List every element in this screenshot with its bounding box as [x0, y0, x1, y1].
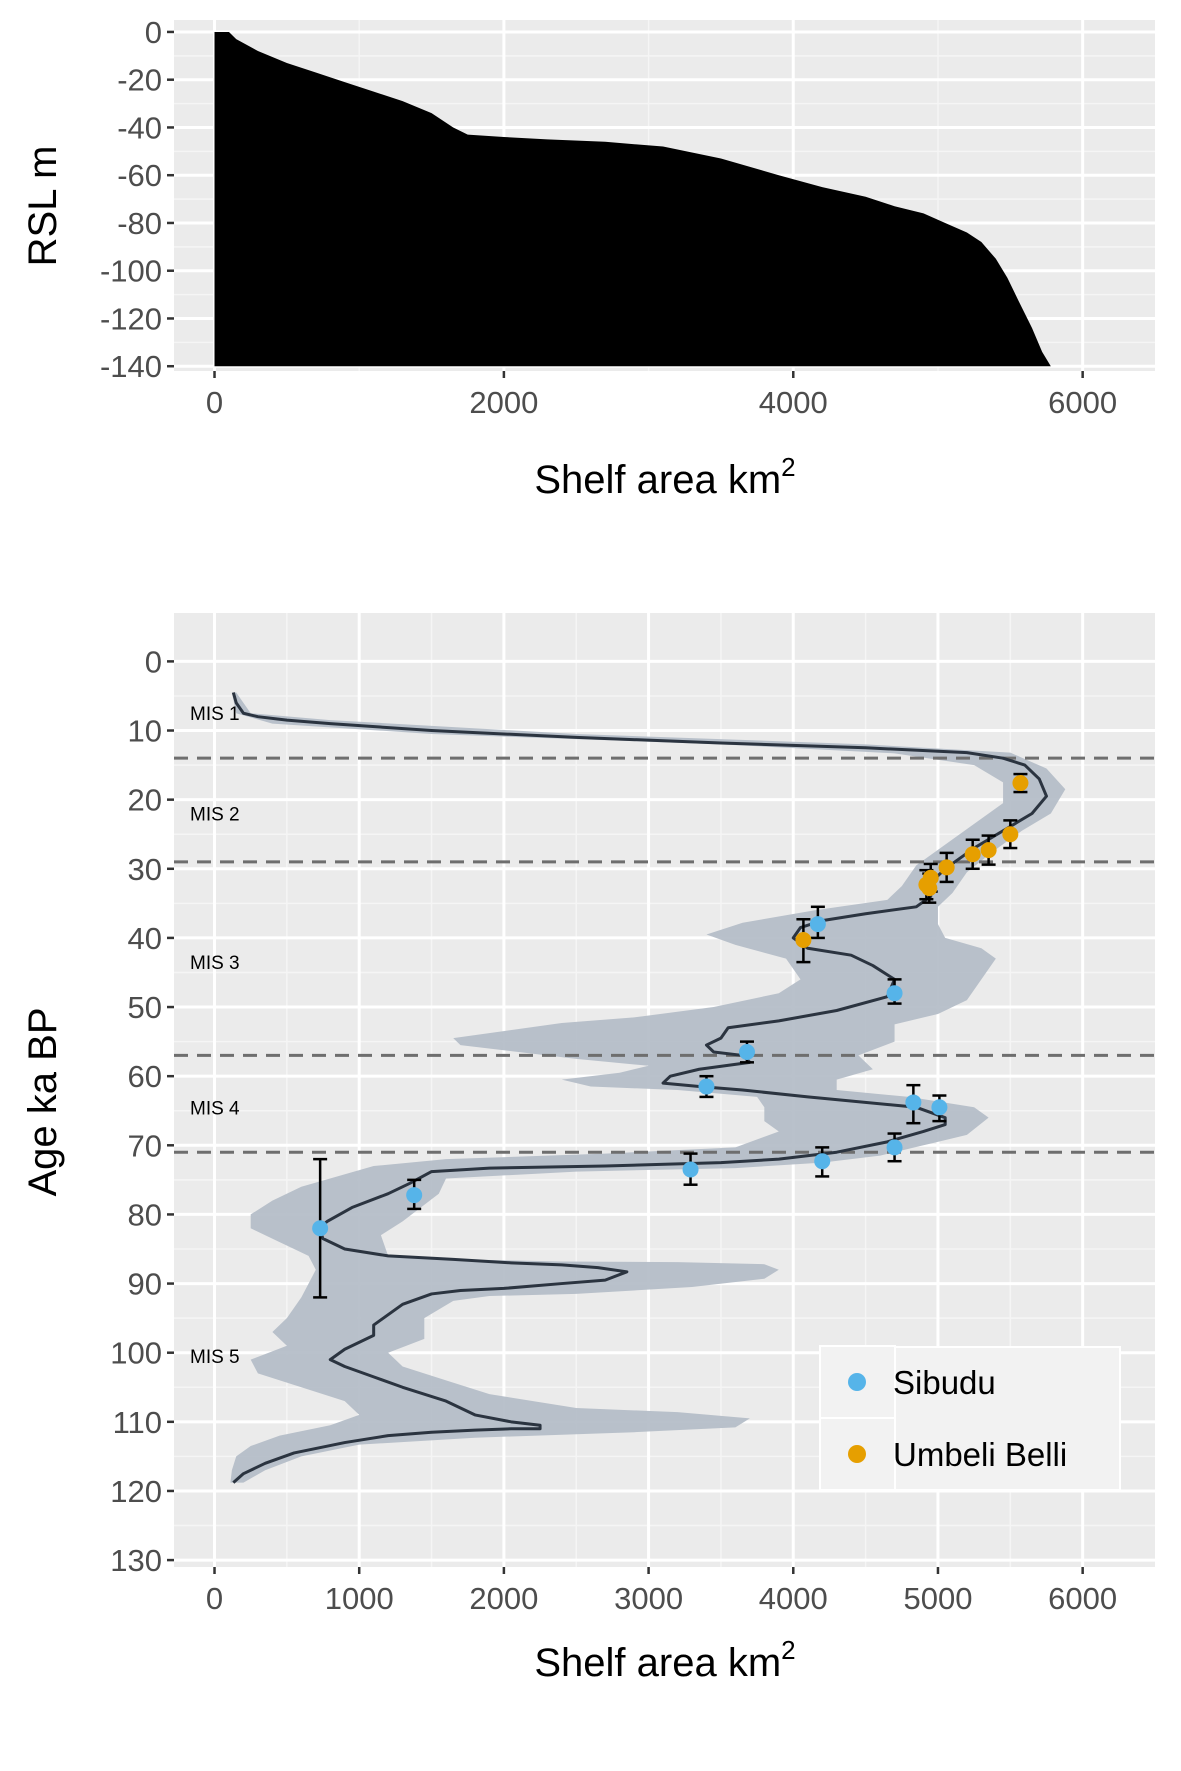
umbeli-belli-point	[921, 880, 938, 897]
legend-label: Umbeli Belli	[893, 1436, 1067, 1473]
sibudu-point	[814, 1153, 831, 1170]
x-axis-title-text: Shelf area km	[534, 458, 781, 502]
sibudu-point	[312, 1220, 329, 1237]
x-axis-title-text: Shelf area km	[534, 1641, 781, 1685]
y-tick-label: 120	[110, 1474, 162, 1509]
y-tick-label: 90	[128, 1267, 162, 1302]
mis-label: MIS 5	[190, 1347, 240, 1368]
umbeli-belli-point	[1012, 775, 1029, 792]
x-tick-label: 3000	[614, 1581, 683, 1616]
x-axis-title-superscript: 2	[781, 452, 795, 482]
age-shelf-area-panel: 0 1000 2000 3000 4000 5000 6000 0 10 20 30 40 50 60 70…	[21, 613, 1155, 1685]
sibudu-point	[809, 916, 826, 933]
sibudu-point	[406, 1187, 423, 1204]
x-tick-label: 2000	[469, 1581, 538, 1616]
y-tick-label: -100	[100, 254, 162, 289]
uncertainty-ribbon	[230, 692, 1066, 1483]
sibudu-point	[905, 1094, 922, 1111]
y-tick-label: -120	[100, 301, 162, 336]
y-tick-label: 70	[128, 1128, 162, 1163]
sibudu-point	[698, 1078, 715, 1095]
sibudu-point	[682, 1161, 699, 1178]
x-tick-label: 6000	[1048, 385, 1117, 420]
y-tick-label: -140	[100, 349, 162, 384]
y-axis-title: RSL m	[21, 146, 65, 267]
y-tick-label: 0	[145, 15, 162, 50]
umbeli-belli-point	[1002, 826, 1019, 843]
x-axis-title: Shelf area km2	[534, 1635, 795, 1685]
x-tick-label: 0	[206, 1581, 223, 1616]
x-tick-label: 0	[206, 385, 223, 420]
y-tick-label: 100	[110, 1336, 162, 1371]
sibudu-point	[886, 985, 903, 1002]
y-tick-label: 0	[145, 644, 162, 679]
x-axis-title-superscript: 2	[781, 1635, 795, 1665]
x-axis-title: Shelf area km2	[534, 452, 795, 502]
y-tick-label: 60	[128, 1059, 162, 1094]
x-tick-label: 1000	[325, 1581, 394, 1616]
mis-label: MIS 2	[190, 804, 240, 825]
umbeli-belli-point	[938, 859, 955, 876]
legend-swatch	[848, 1445, 866, 1463]
y-tick-label: 30	[128, 852, 162, 887]
shelf-area-fill	[214, 31, 1054, 367]
legend: Sibudu Umbeli Belli	[819, 1345, 1121, 1491]
y-tick-label: 20	[128, 783, 162, 818]
y-tick-label: -60	[117, 158, 162, 193]
mis-label: MIS 4	[190, 1098, 240, 1119]
y-axis-title: Age ka BP	[21, 1007, 65, 1196]
y-tick-label: 10	[128, 714, 162, 749]
y-tick-label: 80	[128, 1197, 162, 1232]
y-tick-label: -20	[117, 63, 162, 98]
sibudu-point	[738, 1043, 755, 1060]
sibudu-point	[931, 1099, 948, 1116]
legend-label: Sibudu	[893, 1364, 996, 1401]
y-tick-label: 130	[110, 1543, 162, 1578]
y-tick-label: 40	[128, 921, 162, 956]
y-tick-label: 110	[113, 1405, 162, 1440]
y-tick-label: 50	[128, 990, 162, 1025]
x-tick-label: 5000	[903, 1581, 972, 1616]
x-tick-label: 2000	[469, 385, 538, 420]
y-tick-label: -80	[117, 206, 162, 241]
mis-label: MIS 3	[190, 953, 240, 974]
x-tick-label: 4000	[759, 385, 828, 420]
x-tick-label: 6000	[1048, 1581, 1117, 1616]
y-tick-label: -40	[117, 110, 162, 145]
mis-label: MIS 1	[190, 704, 240, 725]
umbeli-belli-point	[980, 842, 997, 859]
legend-swatch	[848, 1373, 866, 1391]
umbeli-belli-point	[964, 846, 981, 863]
sibudu-point	[886, 1139, 903, 1156]
umbeli-belli-point	[795, 931, 812, 948]
x-tick-label: 4000	[759, 1581, 828, 1616]
rsl-shelf-area-panel: 0 2000 4000 6000 0 -20 -40 -60 -80 -100 -120 -140 Sh…	[21, 15, 1155, 502]
